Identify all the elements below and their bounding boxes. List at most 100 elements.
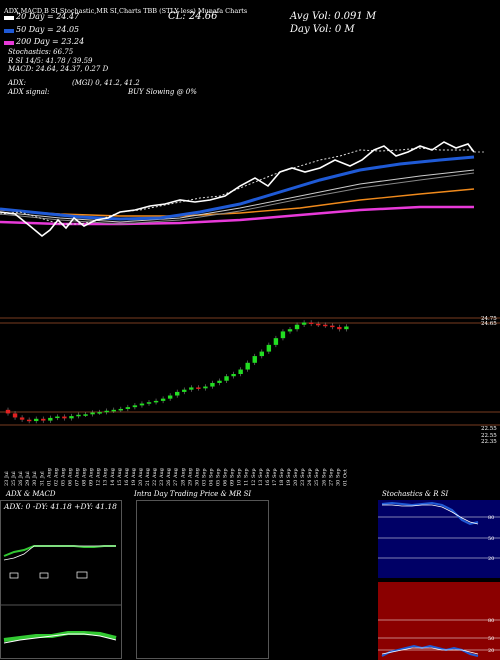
candle-body (196, 387, 201, 389)
date-label: 06 Sep (223, 468, 229, 486)
rsi-label-50: 50 (488, 636, 494, 642)
legend-50day: 50 Day = 24.05 (16, 25, 80, 34)
legend-20day: 20 Day = 24.47 (16, 12, 80, 21)
candle-body (153, 400, 159, 403)
candle-body (26, 419, 32, 422)
date-label: 23 Jul (4, 471, 10, 486)
candlestick-chart (0, 317, 500, 426)
candle-body (12, 413, 18, 418)
date-label: 31 Jul (39, 471, 45, 486)
macd-white-line (3, 633, 117, 644)
ma-grey-line-2 (0, 172, 475, 225)
candle-body (337, 326, 342, 330)
rsi-label-80: 80 (488, 618, 494, 624)
date-label: 16 Sep (265, 468, 271, 486)
candle-body (83, 414, 88, 416)
intra-panel-title: Intra Day Trading Price & MR SI (134, 490, 252, 498)
candle-body (132, 405, 138, 408)
rsi-white-line (381, 647, 479, 655)
stochastics-panel: 80 50 20 80 50 20 (378, 500, 500, 660)
date-label: 19 Sep (286, 468, 292, 486)
date-label: 27 Sep (328, 468, 334, 486)
adx-label: ADX: (8, 79, 27, 87)
stoch-panel-title: Stochastics & R SI (382, 490, 449, 498)
candle-body (308, 322, 314, 324)
price-label-lower-2: 22.55 (481, 433, 497, 439)
adx-panel (0, 500, 122, 659)
date-label: 25 Sep (314, 468, 320, 486)
stochastics-bg (378, 500, 500, 578)
price-label-upper-1: 24.75 (481, 316, 497, 322)
date-label: 03 Sep (201, 468, 207, 486)
adx-signal-label: ADX signal: (8, 88, 50, 96)
date-label: 09 Sep (230, 468, 236, 486)
adx-values: (MGI) 0, 41.2, 41.2 (72, 79, 140, 87)
stochastics-value: Stochastics: 66.75 (8, 48, 74, 56)
candle-body (330, 325, 335, 328)
date-label: 27 Aug (173, 467, 179, 486)
candle-body (189, 387, 194, 390)
candle-body (252, 356, 257, 363)
adx-panel-border (0, 500, 122, 659)
candle-body (259, 351, 264, 357)
date-axis: 23 Jul 25 Jul 26 Jul 29 Jul 30 Jul 31 Jul 01 A… (4, 467, 348, 486)
date-label: 18 Sep (279, 468, 285, 486)
candle-body (238, 369, 243, 374)
intra-day-panel (136, 500, 269, 659)
date-label: 28 Aug (180, 467, 186, 486)
candle-body (76, 414, 81, 417)
legend-swatch-50day (4, 29, 14, 33)
moving-average-chart (0, 141, 486, 238)
price-line (0, 141, 475, 238)
date-label: 01 Oct (342, 469, 348, 486)
candle-body (280, 331, 286, 339)
date-label: 05 Aug (60, 467, 66, 486)
date-label: 29 Aug (187, 467, 193, 486)
date-label: 08 Aug (82, 467, 88, 486)
legend-swatch-200day (4, 41, 14, 45)
stoch-label-50: 50 (488, 536, 494, 542)
date-label: 30 Aug (194, 467, 200, 486)
adx-panel-title: ADX & MACD (6, 490, 56, 498)
date-label: 19 Aug (131, 467, 137, 486)
price-label-upper-2: 24.65 (481, 321, 497, 327)
date-label: 22 Aug (152, 467, 158, 486)
avg-volume: Avg Vol: 0.091 M (290, 11, 377, 22)
date-label: 11 Sep (244, 468, 250, 486)
candle-body (146, 402, 152, 404)
legend-200day: 200 Day = 23.24 (16, 37, 85, 46)
date-label: 15 Aug (117, 467, 123, 486)
rsi-value: R SI 14/5: 41.78 / 39.59 (8, 57, 93, 65)
candle-body (266, 344, 272, 352)
date-label: 01 Aug (46, 467, 52, 486)
date-label: 26 Aug (166, 467, 172, 486)
candle-body (167, 395, 173, 399)
date-label: 07 Aug (75, 467, 81, 486)
header-tabs[interactable]: ADX,MACD,B SI,Stochastic,MR SI,Charts TB… (4, 7, 248, 15)
date-label: 20 Sep (293, 468, 299, 486)
date-label: 12 Sep (251, 468, 257, 486)
candle-body (55, 416, 60, 419)
date-label: 24 Sep (307, 468, 313, 486)
candle-body (118, 408, 123, 411)
candle-body (48, 417, 53, 421)
candle-body (210, 382, 215, 387)
date-label: 20 Aug (138, 467, 144, 486)
candle-body (217, 380, 222, 383)
candle-body (160, 398, 166, 401)
price-label-lower-1: 22.55 (481, 426, 497, 432)
date-label: 10 Sep (237, 468, 243, 486)
date-label: 30 Sep (335, 468, 341, 486)
legend-swatch-20day (4, 16, 14, 20)
adx-white-line (3, 545, 116, 561)
buy-signal: BUY Slowing @ 0% (128, 88, 197, 96)
candle-body (97, 412, 102, 414)
date-label: 09 Aug (89, 467, 95, 486)
ma-grey-line-1 (0, 169, 475, 223)
candle-body (273, 338, 279, 345)
adx-panel-values: ADX: 0 -DY: 41.18 +DY: 41.18 (4, 502, 117, 511)
date-label: 21 Aug (145, 467, 151, 486)
stoch-label-80: 80 (488, 515, 494, 521)
date-label: 26 Sep (321, 468, 327, 486)
date-label: 17 Sep (272, 468, 278, 486)
